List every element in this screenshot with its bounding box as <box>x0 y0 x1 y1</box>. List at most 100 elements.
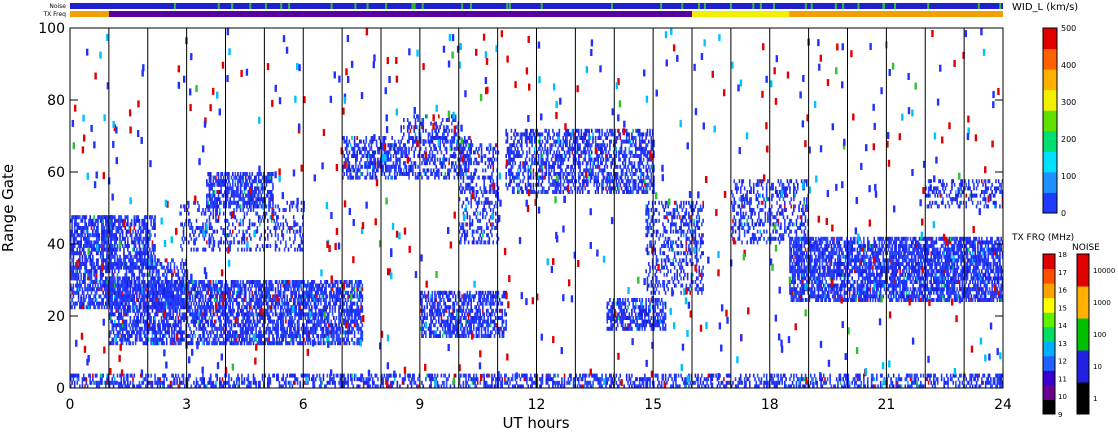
echo-cell <box>361 323 364 328</box>
echo-cell <box>368 150 370 155</box>
echo-cell <box>111 305 114 310</box>
echo-cell <box>172 294 174 299</box>
echo-cell <box>92 254 94 259</box>
echo-cell <box>73 233 76 238</box>
noise-strip <box>70 3 1003 9</box>
echo-cell <box>244 298 247 302</box>
echo-cell <box>110 262 112 266</box>
echo-cell <box>112 233 115 238</box>
echo-cell <box>412 136 414 140</box>
echo-cell <box>184 262 186 266</box>
echo-cell <box>114 287 116 292</box>
echo-cell <box>155 280 158 284</box>
echo-cell <box>204 326 207 331</box>
echo-cell <box>123 276 125 281</box>
echo-cell <box>256 323 259 328</box>
echo-cell <box>143 251 146 256</box>
echo-cell <box>276 312 278 317</box>
noise-strip-tick <box>698 3 701 9</box>
echo-cell <box>164 258 167 263</box>
echo-cell <box>70 272 72 277</box>
echo-cell <box>134 254 137 259</box>
echo-cell <box>187 204 190 209</box>
echo-cell <box>84 215 86 220</box>
echo-cell <box>76 251 79 256</box>
echo-cell <box>356 154 358 158</box>
echo-cell <box>124 265 127 270</box>
echo-cell <box>391 175 393 180</box>
echo-cell <box>195 236 198 241</box>
echo-cell <box>421 161 423 166</box>
echo-cell <box>116 316 119 320</box>
echo-cell <box>346 136 348 140</box>
echo-cell <box>270 330 273 335</box>
echo-cell <box>141 258 143 263</box>
echo-cell <box>246 204 248 209</box>
echo-cell <box>158 298 160 302</box>
txfreq-strip-segment <box>789 11 1003 17</box>
echo-cell <box>128 265 130 270</box>
echo-cell <box>259 319 261 324</box>
echo-cell <box>159 276 162 281</box>
echo-cell <box>296 247 299 252</box>
echo-cell <box>283 305 286 310</box>
echo-cell <box>174 294 177 299</box>
echo-cell <box>317 301 320 306</box>
echo-cell <box>112 337 115 342</box>
echo-cell <box>265 330 268 335</box>
echo-cell <box>343 136 346 140</box>
echo-cell <box>76 276 79 281</box>
echo-cell <box>156 258 159 263</box>
echo-cell <box>336 280 339 284</box>
echo-cell <box>115 226 117 230</box>
echo-cell <box>216 312 219 317</box>
echo-cell <box>124 272 127 277</box>
echo-cell <box>171 280 173 284</box>
echo-cell <box>231 301 234 306</box>
echo-cell <box>142 276 145 281</box>
echo-cell <box>243 240 246 245</box>
echo-cell <box>228 179 230 184</box>
echo-cell <box>147 236 150 241</box>
echo-cell <box>128 276 130 281</box>
echo-cell <box>203 330 206 335</box>
echo-cell <box>228 172 230 176</box>
echo-cell <box>186 276 189 281</box>
echo-cell <box>71 290 73 295</box>
echo-cell <box>114 298 116 302</box>
echo-cell <box>98 233 101 238</box>
echo-cell <box>190 330 193 335</box>
echo-cell <box>125 298 128 302</box>
echo-cell <box>128 258 130 263</box>
echo-cell <box>281 305 283 310</box>
echo-cell <box>168 290 171 295</box>
echo-cell <box>246 172 248 176</box>
echo-cell <box>125 283 128 288</box>
echo-cell <box>290 326 292 331</box>
echo-cell <box>147 254 150 259</box>
echo-cell <box>206 240 208 245</box>
echo-cell <box>454 168 457 173</box>
echo-cell <box>216 334 219 338</box>
echo-cell <box>111 251 114 256</box>
echo-cell <box>331 305 334 310</box>
echo-cell <box>90 222 93 227</box>
echo-cell <box>101 287 103 292</box>
echo-cell <box>171 276 173 281</box>
echo-cell <box>217 193 220 198</box>
echo-cell <box>142 272 145 277</box>
echo-cell <box>133 308 136 313</box>
echo-cell <box>99 265 102 270</box>
echo-cell <box>353 136 356 140</box>
echo-cell <box>272 283 274 288</box>
echo-cell <box>331 287 334 292</box>
echo-cell <box>191 298 194 302</box>
noise-strip-tick <box>804 3 807 9</box>
echo-cell <box>243 341 246 346</box>
echo-cell <box>311 305 313 310</box>
echo-cell <box>194 287 196 292</box>
echo-cell <box>123 265 125 270</box>
echo-cell <box>92 218 94 223</box>
echo-cell <box>260 298 263 302</box>
echo-cell <box>92 262 94 266</box>
